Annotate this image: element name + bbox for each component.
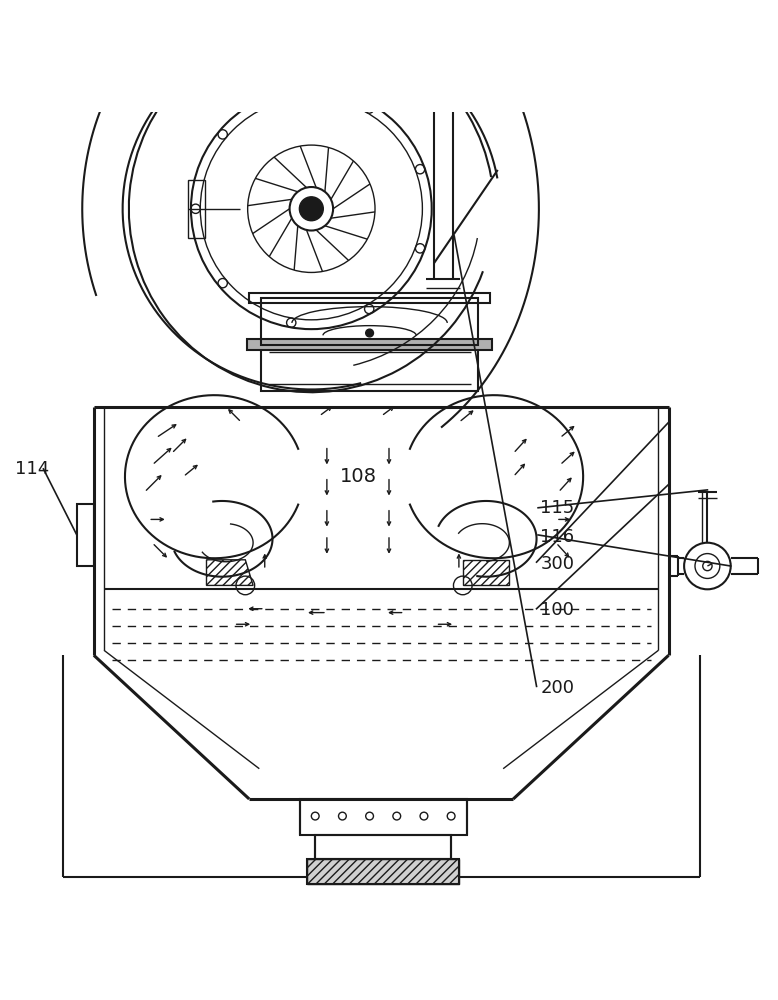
- Circle shape: [366, 329, 373, 337]
- Bar: [187, 180, 205, 238]
- Text: 200: 200: [541, 679, 574, 697]
- Text: 114: 114: [15, 460, 49, 478]
- Bar: [249, 293, 490, 303]
- Bar: [300, 799, 467, 835]
- Bar: [307, 859, 459, 884]
- Bar: [315, 835, 451, 859]
- Circle shape: [300, 197, 324, 221]
- Bar: [261, 345, 478, 391]
- Bar: [77, 504, 94, 566]
- Text: 100: 100: [541, 601, 574, 619]
- Bar: [261, 298, 478, 345]
- Text: 108: 108: [339, 467, 377, 486]
- Bar: [247, 339, 492, 350]
- Text: 300: 300: [541, 555, 574, 573]
- Text: 116: 116: [541, 528, 575, 546]
- Text: 115: 115: [541, 499, 575, 517]
